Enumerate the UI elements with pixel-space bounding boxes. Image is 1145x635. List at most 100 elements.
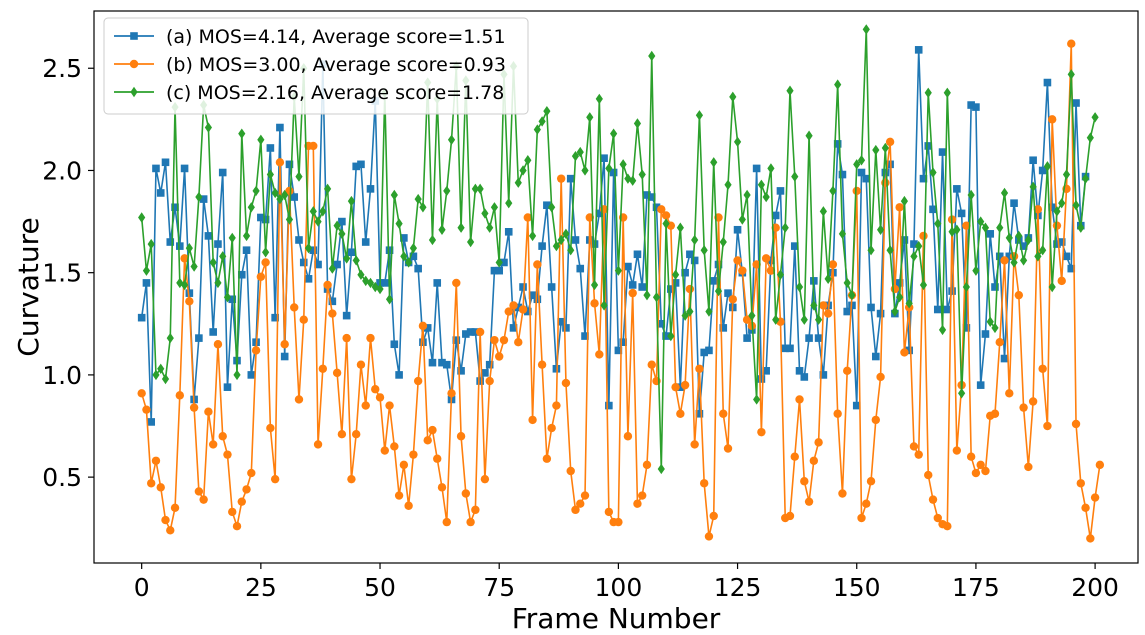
- series-1-point: [881, 168, 890, 177]
- plot-area-frame: [93, 10, 1139, 564]
- series-3-point: [552, 240, 561, 252]
- series-3-point: [1067, 69, 1075, 80]
- series-2-point: [757, 427, 766, 437]
- series-3-point: [1053, 206, 1061, 217]
- series-3-point: [848, 289, 856, 301]
- series-2-point: [480, 474, 490, 484]
- series-1-point: [385, 246, 394, 254]
- series-1-point: [171, 203, 179, 212]
- series-1-point: [633, 250, 642, 259]
- series-3-point: [457, 222, 465, 233]
- series-1-point: [247, 371, 256, 379]
- series-1-point: [795, 367, 804, 375]
- series-3-point: [648, 50, 656, 62]
- series-1-point: [600, 154, 608, 162]
- series-3-point: [400, 251, 408, 262]
- series-2-point: [147, 479, 156, 488]
- series-2-point: [699, 479, 709, 488]
- series-3-point: [748, 310, 756, 321]
- series-2-point: [1000, 256, 1009, 265]
- series-2-point: [499, 335, 509, 345]
- series-2-point: [785, 511, 795, 521]
- series-3-point: [657, 463, 665, 475]
- series-3-point: [1015, 230, 1023, 242]
- series-2-point: [371, 385, 380, 394]
- series-1-point: [652, 203, 661, 212]
- series-3-point: [724, 179, 732, 190]
- series-2-point: [1095, 460, 1105, 470]
- x-tick-label: 25: [245, 573, 277, 602]
- x-axis: 0 25 50 75 100 125 150 175 200: [134, 563, 1119, 602]
- series-2-point: [375, 393, 385, 402]
- series-3-point: [190, 261, 198, 272]
- series-3-point: [872, 144, 880, 156]
- series-1-point: [299, 258, 308, 267]
- series-1-point: [533, 295, 542, 304]
- series-2-point: [1057, 276, 1066, 286]
- series-3-point: [385, 294, 394, 305]
- series-3-point: [228, 232, 236, 244]
- series-1-point: [1043, 78, 1052, 87]
- series-2-point: [924, 470, 933, 480]
- series-1-point: [452, 336, 461, 344]
- x-tick-label: 75: [483, 573, 515, 602]
- series-1-point: [457, 367, 465, 375]
- series-1-point: [981, 330, 990, 338]
- series-2-point: [604, 507, 614, 517]
- series-3-point: [1086, 132, 1094, 143]
- series-3-point: [471, 183, 479, 195]
- series-3-point: [776, 269, 785, 280]
- series-3-point: [629, 175, 637, 186]
- series-2-point: [242, 485, 251, 494]
- series-2-point: [356, 360, 366, 369]
- series-1-point: [166, 238, 175, 246]
- series-3-point: [262, 247, 270, 258]
- x-tick-label: 175: [952, 573, 1000, 602]
- series-3-point: [662, 218, 670, 229]
- series-2-line: [140, 42, 1101, 540]
- series-1-point: [924, 142, 933, 150]
- series-2-point: [218, 432, 227, 441]
- series-1-point: [466, 328, 475, 336]
- series-1-point: [872, 352, 880, 361]
- series-1-point: [1000, 354, 1009, 363]
- series-2-point: [642, 460, 652, 470]
- series-2-point: [995, 338, 1004, 347]
- series-3-point: [838, 228, 847, 240]
- series-1-point: [605, 401, 613, 410]
- series-3-point: [862, 24, 870, 35]
- series-3-point: [714, 285, 723, 297]
- series-2-point: [428, 425, 437, 435]
- series-1-point: [900, 236, 909, 244]
- series-1-point: [695, 409, 704, 418]
- series-2-point: [137, 389, 146, 398]
- series-2-point: [180, 254, 189, 263]
- series-3-point: [233, 369, 241, 381]
- series-1-point: [681, 268, 689, 277]
- series-3-point: [738, 214, 746, 225]
- series-3-point: [929, 167, 937, 178]
- series-2-point: [490, 335, 499, 345]
- series-3-point: [996, 222, 1004, 233]
- series-3-point: [443, 185, 451, 197]
- series-2-point: [185, 297, 194, 306]
- series-3-point: [1081, 173, 1090, 184]
- series-3-point: [180, 279, 189, 291]
- series-3-point: [333, 220, 341, 231]
- series-2-point: [528, 415, 537, 425]
- series-1-point: [504, 228, 513, 236]
- series-3-point: [905, 298, 913, 309]
- series-1-point: [481, 369, 489, 377]
- series-1-point: [967, 101, 975, 109]
- series-1-point: [833, 140, 842, 148]
- series-3-point: [924, 87, 932, 98]
- series-3-point: [681, 310, 689, 321]
- series-3-point: [881, 142, 889, 154]
- series-3-point: [757, 179, 765, 190]
- y-tick-label: 2.0: [42, 156, 82, 185]
- series-1-point: [1029, 156, 1037, 165]
- legend: (a) MOS=4.14, Average score=1.51 (b) MOS=…: [103, 17, 529, 115]
- series-3-point: [876, 224, 885, 235]
- series-2-point: [290, 303, 299, 312]
- series-3-point: [528, 230, 537, 242]
